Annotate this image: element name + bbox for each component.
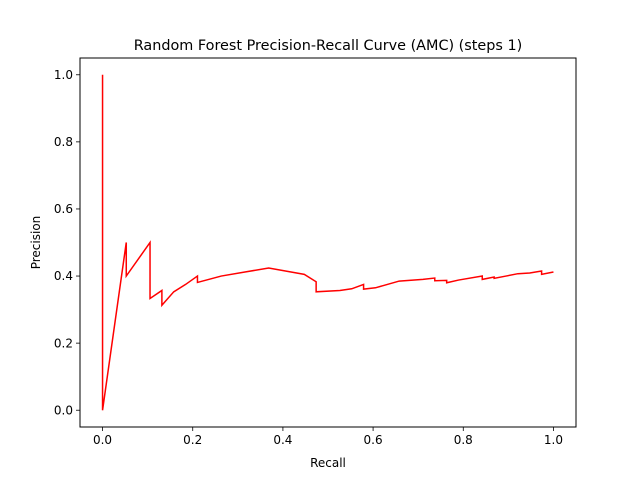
pr-curve-line-0 [101,74,554,411]
x-tick-label: 1.0 [544,433,563,447]
axis-ticks: 0.0 0.2 0.4 0.6 0.8 1.0 0.0 0.2 0.4 0.6 0.8 1.0 [54,68,563,447]
y-axis-label: Precision [29,216,43,270]
y-tick-label: 0.6 [54,202,73,216]
x-tick-label: 0.0 [93,433,112,447]
x-tick-label: 0.8 [454,433,473,447]
y-tick-label: 0.4 [54,269,73,283]
axes-frame [79,57,577,428]
chart-title: Random Forest Precision-Recall Curve (AM… [134,38,523,54]
x-tick-label: 0.4 [273,433,292,447]
y-tick-label: 1.0 [54,68,73,82]
x-tick-label: 0.6 [364,433,383,447]
y-tick-label: 0.2 [54,336,73,350]
x-tick-label: 0.2 [183,433,202,447]
plot-area [101,74,554,411]
y-tick-label: 0.0 [54,403,73,417]
x-axis-label: Recall [310,456,346,470]
y-tick-label: 0.8 [54,135,73,149]
